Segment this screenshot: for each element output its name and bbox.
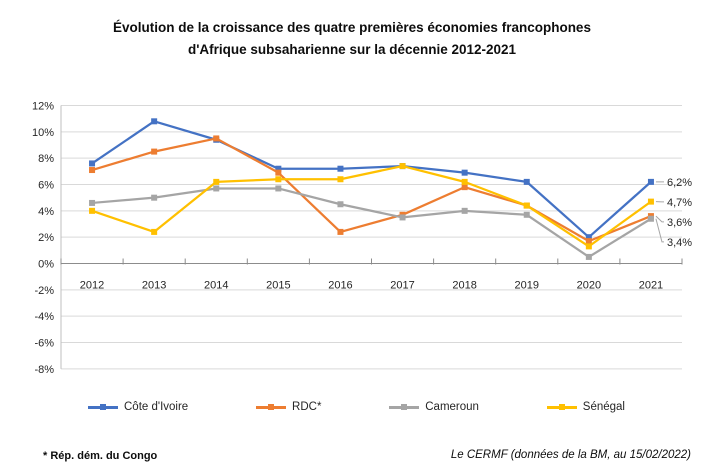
series-line: [91, 164, 652, 248]
data-point: [461, 207, 468, 214]
legend-label: Sénégal: [582, 401, 625, 413]
x-axis-label: 2014: [204, 280, 228, 292]
data-point: [523, 211, 530, 218]
x-axis-label: 2017: [390, 280, 414, 292]
data-point: [399, 163, 406, 170]
y-axis-label: 10%: [32, 127, 54, 139]
legend-marker-senegal: [546, 404, 577, 411]
data-point: [275, 176, 282, 183]
data-point: [151, 194, 158, 201]
y-axis-label: 8%: [38, 153, 54, 165]
data-point: [275, 185, 282, 192]
leader-line: [655, 215, 664, 223]
y-axis-label: -4%: [34, 311, 54, 323]
legend-item-cameroun: Cameroun: [389, 401, 479, 413]
end-value-label: 3,6%: [667, 217, 692, 229]
data-point: [213, 135, 220, 142]
legend-item-senegal: Sénégal: [546, 401, 625, 413]
source-credit: Le CERMF (données de la BM, au 15/02/202…: [450, 449, 691, 461]
y-axis-label: -6%: [34, 337, 54, 349]
legend-label: RDC*: [292, 401, 322, 413]
data-point: [585, 234, 592, 241]
y-axis-label: 12%: [32, 101, 54, 113]
data-point: [337, 165, 344, 172]
chart-title-line2: d'Afrique subsaharienne sur la décennie …: [187, 41, 517, 57]
data-point: [647, 198, 654, 205]
legend-marker-cameroun: [389, 404, 420, 411]
series-line: [91, 137, 652, 243]
end-value-label: 3,4%: [667, 237, 692, 249]
x-axis-label: 2019: [515, 280, 539, 292]
legend: Côte d'Ivoire RDC* Cameroun Sénégal: [88, 401, 625, 413]
x-axis-label: 2012: [80, 280, 104, 292]
y-axis-label: -2%: [34, 285, 54, 297]
data-point: [337, 228, 344, 235]
data-point: [523, 202, 530, 209]
data-point: [461, 169, 468, 176]
data-point: [585, 243, 592, 250]
x-axis-label: 2021: [639, 280, 663, 292]
data-point: [461, 178, 468, 185]
data-point: [151, 228, 158, 235]
data-point: [337, 176, 344, 183]
data-point: [89, 207, 96, 214]
x-axis-label: 2016: [328, 280, 352, 292]
legend-marker-rdc: [256, 404, 287, 411]
end-value-label: 4,7%: [667, 197, 692, 209]
series-line: [91, 120, 652, 239]
x-axis-label: 2013: [142, 280, 166, 292]
end-value-label: 6,2%: [667, 177, 692, 189]
chart-title: Évolution de la croissance des quatre pr…: [0, 17, 704, 60]
data-point: [337, 201, 344, 208]
data-point: [585, 238, 592, 245]
y-axis-label: 6%: [38, 180, 54, 192]
chart-title-line1: Évolution de la croissance des quatre pr…: [113, 20, 591, 35]
data-point: [585, 253, 592, 260]
data-point: [399, 214, 406, 221]
data-point: [213, 178, 220, 185]
data-point: [151, 118, 158, 125]
y-axis-label: -8%: [34, 364, 54, 376]
leader-line: [655, 218, 664, 243]
data-point: [275, 169, 282, 176]
legend-label: Côte d'Ivoire: [124, 401, 189, 413]
y-axis-label: 0%: [38, 259, 54, 271]
data-point: [647, 178, 654, 185]
data-point: [213, 185, 220, 192]
legend-item-rdc: RDC*: [256, 401, 321, 413]
data-point: [275, 165, 282, 172]
y-axis-label: 2%: [38, 232, 54, 244]
x-axis-label: 2015: [266, 280, 290, 292]
footnote: * Rép. dém. du Congo: [43, 450, 158, 462]
data-point: [151, 148, 158, 155]
x-axis-label: 2018: [452, 280, 476, 292]
data-point: [461, 184, 468, 191]
y-axis-label: 4%: [38, 206, 54, 218]
data-point: [89, 160, 96, 167]
data-point: [523, 178, 530, 185]
legend-marker-cote-divoire: [88, 404, 118, 411]
x-axis-label: 2020: [577, 280, 601, 292]
data-point: [89, 199, 96, 206]
series-line: [91, 187, 652, 259]
legend-label: Cameroun: [425, 401, 479, 413]
data-point: [647, 215, 654, 222]
data-point: [89, 167, 96, 174]
legend-item-cote-divoire: Côte d'Ivoire: [88, 401, 188, 413]
